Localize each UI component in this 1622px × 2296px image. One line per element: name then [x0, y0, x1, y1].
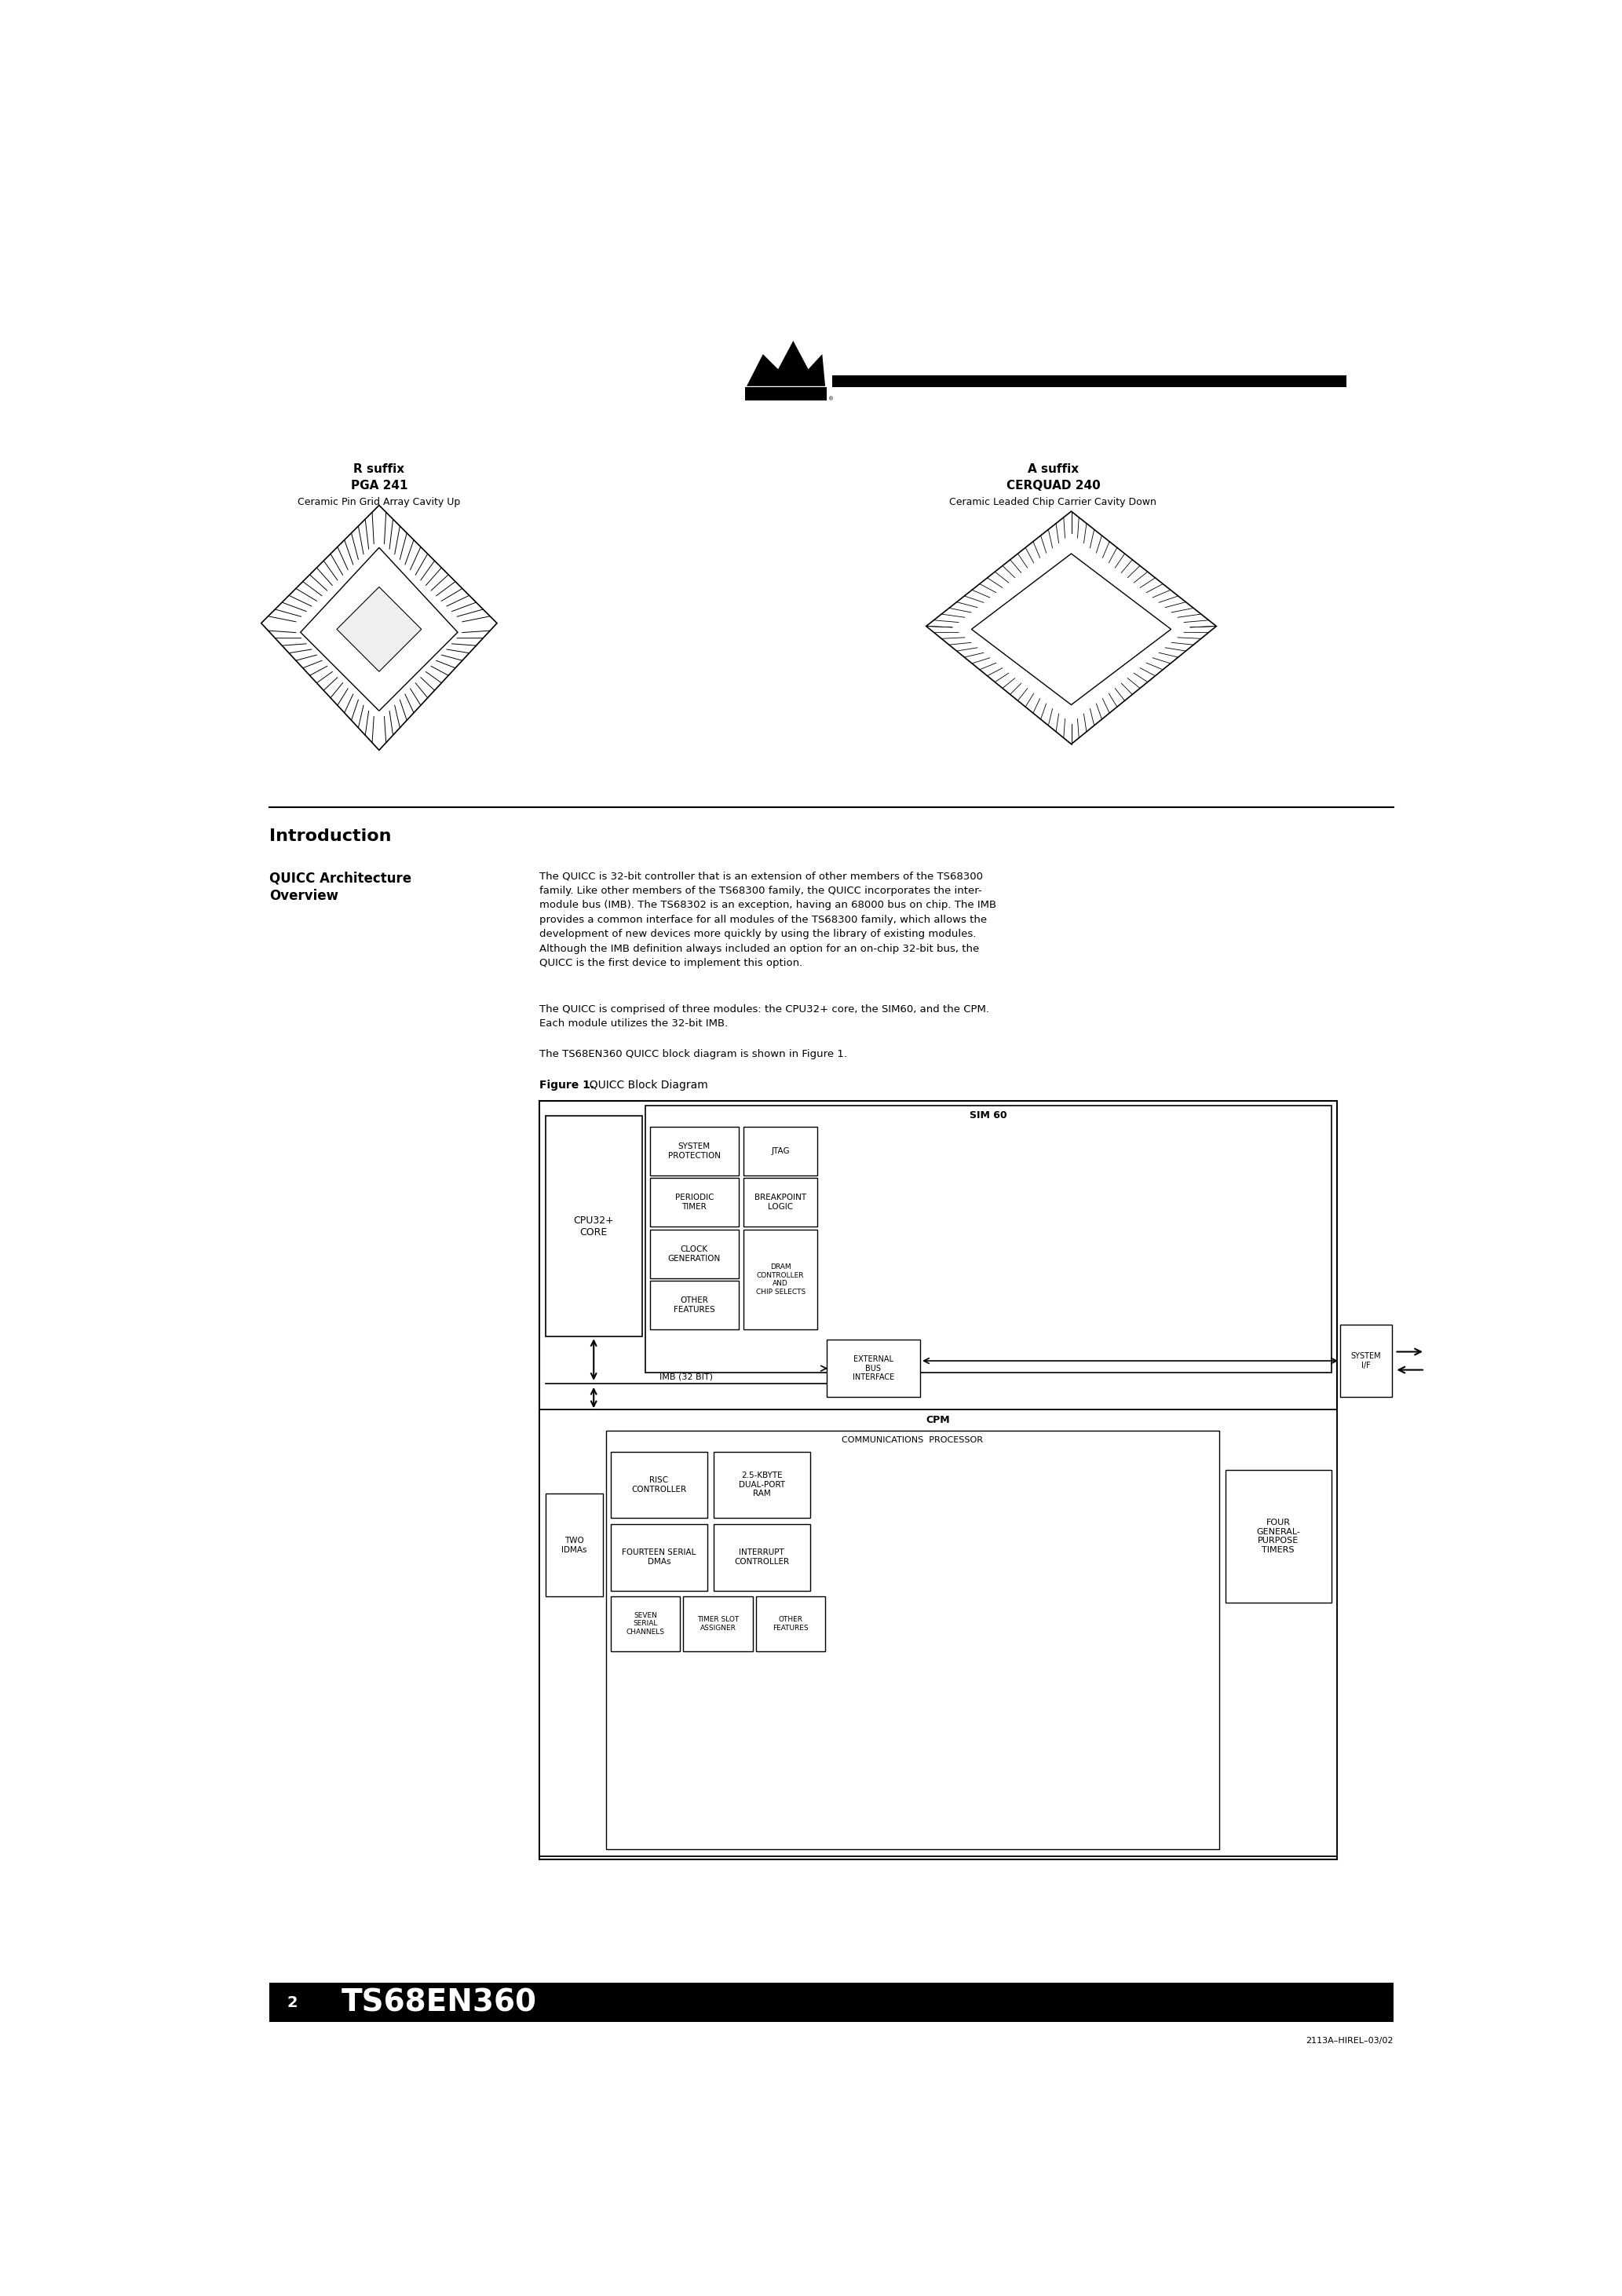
Bar: [832, 374, 1346, 388]
Text: 2: 2: [287, 1995, 298, 2009]
Text: ®: ®: [829, 397, 834, 402]
Text: JTAG: JTAG: [770, 1148, 790, 1155]
Bar: [650, 1178, 738, 1226]
Bar: [539, 1410, 1337, 1857]
Text: Ceramic Pin Grid Array Cavity Up: Ceramic Pin Grid Array Cavity Up: [298, 496, 461, 507]
Text: SEVEN
SERIAL
CHANNELS: SEVEN SERIAL CHANNELS: [626, 1612, 665, 1635]
Bar: [744, 388, 827, 402]
Bar: [545, 1495, 603, 1596]
Bar: [827, 1339, 920, 1396]
Text: TIMER SLOT
ASSIGNER: TIMER SLOT ASSIGNER: [697, 1616, 740, 1632]
Text: QUICC Block Diagram: QUICC Block Diagram: [582, 1079, 709, 1091]
Text: RISC
CONTROLLER: RISC CONTROLLER: [631, 1476, 686, 1492]
Bar: [610, 1525, 707, 1591]
Text: CLOCK
GENERATION: CLOCK GENERATION: [668, 1244, 720, 1263]
Text: EXTERNAL
BUS
INTERFACE: EXTERNAL BUS INTERFACE: [853, 1355, 894, 1382]
Polygon shape: [926, 512, 1216, 744]
Text: INTERRUPT
CONTROLLER: INTERRUPT CONTROLLER: [735, 1550, 790, 1566]
Text: A suffix: A suffix: [1028, 464, 1079, 475]
Text: Ceramic Leaded Chip Carrier Cavity Down: Ceramic Leaded Chip Carrier Cavity Down: [949, 496, 1156, 507]
Polygon shape: [300, 549, 457, 712]
Bar: [650, 1231, 738, 1279]
Bar: [756, 1596, 826, 1651]
Text: SIM 60: SIM 60: [970, 1111, 1007, 1120]
Bar: [714, 1451, 809, 1518]
Text: The QUICC is comprised of three modules: the CPU32+ core, the SIM60, and the CPM: The QUICC is comprised of three modules:…: [539, 1003, 989, 1029]
Bar: [743, 1127, 817, 1176]
Bar: [1226, 1469, 1332, 1603]
Text: Overview: Overview: [269, 889, 337, 902]
Text: CPU32+
CORE: CPU32+ CORE: [574, 1215, 615, 1238]
Bar: [1340, 1325, 1392, 1396]
Text: SYSTEM
PROTECTION: SYSTEM PROTECTION: [668, 1143, 720, 1159]
Bar: [743, 1231, 817, 1329]
Bar: [650, 1127, 738, 1176]
Text: CERQUAD 240: CERQUAD 240: [1006, 480, 1100, 491]
Text: OTHER
FEATURES: OTHER FEATURES: [673, 1297, 715, 1313]
Bar: [610, 1596, 680, 1651]
Text: OTHER
FEATURES: OTHER FEATURES: [772, 1616, 808, 1632]
Polygon shape: [972, 553, 1171, 705]
Polygon shape: [746, 340, 826, 386]
Text: SYSTEM
I/F: SYSTEM I/F: [1351, 1352, 1382, 1368]
Text: TWO
IDMAs: TWO IDMAs: [561, 1536, 587, 1554]
Text: 2.5-KBYTE
DUAL-PORT
RAM: 2.5-KBYTE DUAL-PORT RAM: [738, 1472, 785, 1497]
Text: DRAM
CONTROLLER
AND
CHIP SELECTS: DRAM CONTROLLER AND CHIP SELECTS: [756, 1263, 806, 1295]
Text: FOURTEEN SERIAL
DMAs: FOURTEEN SERIAL DMAs: [621, 1550, 696, 1566]
Bar: [545, 1116, 642, 1336]
Polygon shape: [337, 588, 422, 670]
Text: BREAKPOINT
LOGIC: BREAKPOINT LOGIC: [754, 1194, 806, 1210]
Text: Introduction: Introduction: [269, 829, 391, 845]
Text: QUICC Architecture: QUICC Architecture: [269, 870, 412, 886]
Text: IMB (32 BIT): IMB (32 BIT): [659, 1373, 712, 1380]
Polygon shape: [261, 505, 496, 751]
Text: COMMUNICATIONS  PROCESSOR: COMMUNICATIONS PROCESSOR: [842, 1435, 983, 1444]
Bar: [646, 1107, 1332, 1373]
Bar: [605, 1430, 1220, 1848]
Bar: [610, 1451, 707, 1518]
Text: Figure 1.: Figure 1.: [539, 1079, 594, 1091]
Text: FOUR
GENERAL-
PURPOSE
TIMERS: FOUR GENERAL- PURPOSE TIMERS: [1257, 1518, 1301, 1554]
Text: TS68EN360: TS68EN360: [342, 1988, 537, 2018]
Text: CPM: CPM: [926, 1414, 950, 1426]
Bar: [743, 1178, 817, 1226]
Text: 2113A–HIREL–03/02: 2113A–HIREL–03/02: [1306, 2037, 1393, 2043]
Text: PERIODIC
TIMER: PERIODIC TIMER: [675, 1194, 714, 1210]
Text: ATMEL: ATMEL: [762, 374, 806, 386]
Bar: [714, 1525, 809, 1591]
Text: PGA 241: PGA 241: [350, 480, 407, 491]
Text: R suffix: R suffix: [354, 464, 404, 475]
Bar: [650, 1281, 738, 1329]
Bar: [539, 1100, 1337, 1860]
Bar: [269, 1984, 1393, 2023]
Text: The QUICC is 32-bit controller that is an extension of other members of the TS68: The QUICC is 32-bit controller that is a…: [539, 870, 996, 969]
Bar: [683, 1596, 753, 1651]
Text: The TS68EN360 QUICC block diagram is shown in Figure 1.: The TS68EN360 QUICC block diagram is sho…: [539, 1049, 847, 1061]
